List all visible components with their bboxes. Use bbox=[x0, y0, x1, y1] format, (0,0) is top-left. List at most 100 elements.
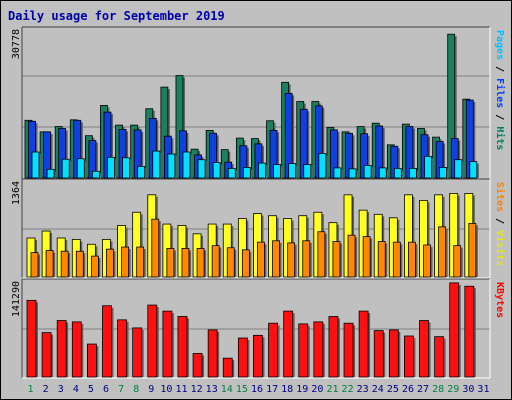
chart-panels: 30778 Pages / Files / Hits 1364 Sites / Vis… bbox=[11, 26, 506, 379]
bar-sites-day-19 bbox=[302, 240, 311, 278]
bar-sites-day-27 bbox=[423, 244, 431, 278]
bar-pages-day-6 bbox=[107, 156, 115, 179]
bar-pages-day-23 bbox=[363, 165, 372, 179]
bar-pages-day-7 bbox=[122, 157, 130, 179]
bar-kbytes-day-9 bbox=[147, 304, 158, 378]
bar-kbytes-day-8 bbox=[132, 327, 143, 378]
bar-sites-day-28 bbox=[438, 226, 447, 278]
day-label-31: 31 bbox=[477, 384, 489, 395]
bar-sites-day-16 bbox=[257, 241, 265, 278]
bar-sites-day-11 bbox=[181, 248, 190, 278]
day-label-24: 24 bbox=[372, 384, 384, 395]
bar-pages-day-19 bbox=[303, 164, 312, 179]
day-label-15: 15 bbox=[236, 384, 248, 395]
bar-kbytes-day-13 bbox=[207, 329, 218, 378]
legend-part: KBytes bbox=[494, 282, 505, 318]
bar-kbytes-day-4 bbox=[71, 321, 82, 378]
legend-middle: Sites / Visits bbox=[494, 182, 506, 266]
day-label-29: 29 bbox=[447, 384, 459, 395]
day-label-6: 6 bbox=[103, 384, 109, 395]
day-label-22: 22 bbox=[342, 384, 354, 395]
bar-kbytes-day-19 bbox=[298, 323, 309, 378]
bar-sites-day-24 bbox=[377, 241, 386, 278]
day-label-2: 2 bbox=[43, 384, 49, 395]
panel-bottom: 141290 KBytes bbox=[11, 278, 505, 379]
bar-sites-day-26 bbox=[408, 241, 416, 278]
bar-kbytes-day-3 bbox=[56, 320, 67, 378]
bar-sites-day-1 bbox=[30, 252, 39, 278]
bar-kbytes-day-30 bbox=[464, 285, 475, 378]
bar-kbytes-day-17 bbox=[268, 322, 278, 378]
legend-part: Sites bbox=[494, 182, 506, 212]
bar-pages-day-25 bbox=[393, 167, 402, 179]
bar-sites-day-20 bbox=[317, 231, 326, 278]
bar-kbytes-day-18 bbox=[283, 310, 294, 378]
day-label-27: 27 bbox=[417, 384, 429, 395]
bar-kbytes-day-7 bbox=[117, 319, 127, 378]
bar-pages-day-17 bbox=[273, 164, 281, 179]
bar-sites-day-21 bbox=[332, 241, 341, 278]
bar-sites-day-4 bbox=[75, 250, 84, 278]
day-label-18: 18 bbox=[281, 384, 293, 395]
bar-pages-day-14 bbox=[227, 167, 236, 179]
day-label-11: 11 bbox=[175, 384, 187, 395]
panel-middle: 1364 Sites / Visits bbox=[11, 178, 506, 279]
bar-kbytes-day-5 bbox=[86, 343, 97, 378]
bar-sites-day-23 bbox=[362, 236, 371, 278]
legend-part: Files bbox=[494, 78, 506, 108]
bar-sites-day-8 bbox=[136, 246, 145, 278]
bar-kbytes-day-16 bbox=[253, 334, 263, 378]
bar-pages-day-1 bbox=[31, 151, 40, 179]
day-label-10: 10 bbox=[160, 384, 172, 395]
bar-pages-day-24 bbox=[378, 167, 387, 179]
bar-sites-day-30 bbox=[468, 222, 477, 278]
bar-pages-day-29 bbox=[454, 159, 463, 179]
bar-sites-day-25 bbox=[392, 241, 401, 278]
day-label-19: 19 bbox=[296, 384, 308, 395]
bar-sites-day-13 bbox=[211, 245, 220, 278]
bar-pages-day-20 bbox=[318, 153, 327, 179]
bar-sites-day-2 bbox=[45, 250, 54, 278]
day-label-28: 28 bbox=[432, 384, 444, 395]
bar-kbytes-day-11 bbox=[177, 316, 188, 378]
day-label-14: 14 bbox=[221, 384, 233, 395]
bar-sites-day-9 bbox=[151, 218, 160, 278]
legend-part: / bbox=[494, 212, 505, 230]
bar-pages-day-11 bbox=[182, 151, 191, 179]
bar-sites-day-18 bbox=[287, 242, 296, 278]
bar-pages-day-30 bbox=[469, 161, 478, 179]
bar-kbytes-day-12 bbox=[192, 353, 203, 378]
bar-pages-day-28 bbox=[439, 167, 448, 179]
bar-kbytes-day-21 bbox=[328, 316, 339, 378]
bar-kbytes-day-15 bbox=[237, 337, 248, 378]
bar-kbytes-day-20 bbox=[313, 321, 324, 378]
bar-pages-day-10 bbox=[167, 153, 176, 179]
bar-pages-day-27 bbox=[424, 155, 432, 179]
bar-kbytes-day-24 bbox=[373, 330, 384, 378]
bar-pages-day-9 bbox=[152, 150, 161, 179]
bar-pages-day-15 bbox=[242, 167, 251, 179]
bar-kbytes-day-22 bbox=[343, 322, 354, 378]
day-label-9: 9 bbox=[148, 384, 154, 395]
bar-pages-day-26 bbox=[409, 167, 417, 179]
bar-pages-day-18 bbox=[288, 163, 297, 179]
bar-sites-day-5 bbox=[90, 255, 99, 278]
day-label-20: 20 bbox=[311, 384, 323, 395]
bar-kbytes-day-10 bbox=[162, 310, 173, 378]
bar-sites-day-14 bbox=[226, 247, 235, 278]
panel-top: 30778 Pages / Files / Hits bbox=[11, 26, 506, 180]
day-label-4: 4 bbox=[73, 384, 79, 395]
day-label-17: 17 bbox=[266, 384, 278, 395]
bar-pages-day-8 bbox=[137, 166, 146, 179]
bar-kbytes-day-26 bbox=[404, 335, 414, 378]
day-label-16: 16 bbox=[251, 384, 263, 395]
legend-part: / bbox=[494, 108, 505, 126]
day-label-5: 5 bbox=[88, 384, 94, 395]
day-label-1: 1 bbox=[28, 384, 34, 395]
day-label-23: 23 bbox=[357, 384, 369, 395]
legend-part: Pages bbox=[494, 30, 505, 60]
bar-kbytes-day-23 bbox=[358, 310, 369, 378]
bar-kbytes-day-6 bbox=[102, 305, 112, 378]
day-label-12: 12 bbox=[191, 384, 203, 395]
